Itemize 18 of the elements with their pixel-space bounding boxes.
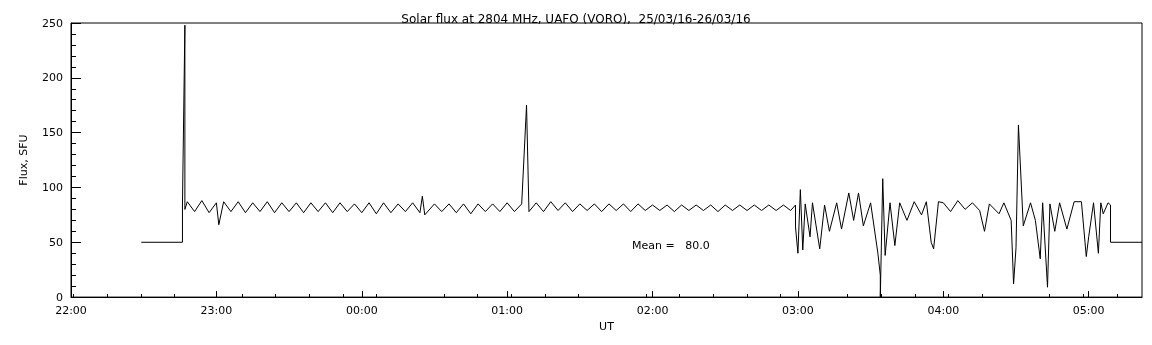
chart-title: Solar flux at 2804 MHz, UAFO (VORO), 25/03/16-26/03/16 xyxy=(401,12,751,26)
annotation: Mean = 80.0 xyxy=(632,239,710,252)
x-axis-title: UT xyxy=(599,320,615,333)
x-tick-label: 04:00 xyxy=(927,304,960,318)
y-tick-label: 100 xyxy=(42,180,63,194)
x-tick-label: 22:00 xyxy=(55,304,87,318)
y-tick-label: 200 xyxy=(42,71,63,85)
x-tick-label: 05:00 xyxy=(1072,304,1105,318)
y-tick-label: 150 xyxy=(42,126,63,140)
x-tick-label: 03:00 xyxy=(782,304,814,318)
y-tick-label: 50 xyxy=(49,235,63,249)
y-tick-label: 250 xyxy=(42,16,63,30)
x-tick-label: 02:00 xyxy=(636,304,669,318)
x-tick-label: 23:00 xyxy=(200,304,233,318)
x-tick-label: 00:00 xyxy=(345,304,378,318)
y-axis-title: Flux, SFU xyxy=(17,134,30,186)
y-tick-label: 0 xyxy=(56,290,63,304)
x-tick-label: 01:00 xyxy=(491,304,524,318)
